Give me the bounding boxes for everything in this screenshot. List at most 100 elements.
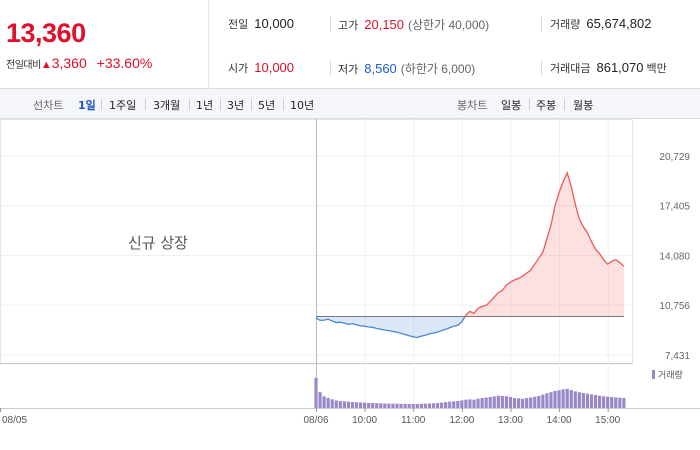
series-line-up <box>464 171 625 317</box>
new-listing-notice: 신규 상장 <box>128 234 188 252</box>
volume-bar <box>367 403 371 408</box>
volume-bar <box>541 394 545 408</box>
up-area <box>464 172 624 317</box>
volume-legend-swatch <box>652 370 655 379</box>
tab-5y[interactable]: 5년 <box>258 99 276 112</box>
volume-bar <box>452 401 456 408</box>
quote-summary: 13,360 전일대비▲3,360 +33.60% 전일 10,000 시가 10,… <box>0 0 700 89</box>
volume-bar <box>472 399 476 408</box>
tab-10y[interactable]: 10년 <box>290 99 315 112</box>
volume-value: 65,674,802 <box>586 16 652 31</box>
volume-bar <box>330 399 334 408</box>
amount-label: 거래대금 <box>550 62 591 75</box>
volume-bar <box>427 403 432 408</box>
divider <box>330 61 331 75</box>
price-box: 13,360 전일대비▲3,360 +33.60% <box>0 0 209 89</box>
divider <box>529 99 530 110</box>
x-tick-label: 13:00 <box>498 415 523 426</box>
volume-bar <box>363 402 367 408</box>
volume-bar <box>468 399 472 408</box>
change-percent: +33.60% <box>96 55 153 71</box>
volume-bar <box>577 392 581 408</box>
y-tick-label: 10,756 <box>659 301 690 312</box>
volume-bar <box>435 403 440 408</box>
divider <box>541 61 542 75</box>
volume-bar <box>597 395 602 408</box>
volume-bar <box>525 398 529 408</box>
open-value: 10,000 <box>254 60 295 75</box>
volume-bar <box>419 403 423 408</box>
volume-bar <box>387 403 391 408</box>
high-price: 고가 20,150 (상한가 40,000) <box>338 16 489 33</box>
change-row: 전일대비▲3,360 +33.60% <box>6 55 152 71</box>
series-line-down <box>315 316 466 339</box>
upper-limit: (상한가 40,000) <box>408 18 490 32</box>
volume-bar <box>326 398 330 408</box>
y-tick-label: 7,431 <box>665 351 690 362</box>
high-value: 20,150 <box>364 17 405 32</box>
volume-bar <box>622 398 626 408</box>
volume-bar <box>314 378 318 408</box>
divider <box>189 99 190 110</box>
volume-bar <box>338 401 342 408</box>
volume-bar <box>403 403 407 408</box>
volume-bar <box>504 396 509 408</box>
volume-bar <box>371 403 375 408</box>
volume-bar <box>492 396 496 408</box>
volume-bar <box>618 397 622 408</box>
volume-bar <box>399 403 403 408</box>
tab-1d[interactable]: 1일 <box>78 99 96 112</box>
x-tick-label: 11:00 <box>401 415 426 426</box>
open-price: 시가 10,000 <box>228 60 294 76</box>
volume-bar <box>456 401 460 408</box>
volume-bar <box>585 393 590 408</box>
x-tick-label: 14:00 <box>547 415 572 426</box>
volume-bar <box>334 400 338 408</box>
tab-3m[interactable]: 3개월 <box>153 99 181 112</box>
volume-bar <box>521 398 525 408</box>
prev-close-value: 10,000 <box>254 16 295 31</box>
volume-bar <box>439 402 444 408</box>
candle-chart-label: 봉차트 <box>457 99 488 112</box>
change-value: 3,360 <box>51 55 87 71</box>
low-price: 저가 8,560 (하한가 6,000) <box>338 60 475 77</box>
volume-bar <box>342 401 346 408</box>
tab-3y[interactable]: 3년 <box>227 99 245 112</box>
tab-daily[interactable]: 일봉 <box>501 99 522 112</box>
tab-1w[interactable]: 1주일 <box>109 99 137 112</box>
current-price: 13,360 <box>6 18 86 48</box>
volume-bar <box>533 396 537 408</box>
prev-close-label: 전일 <box>228 18 249 31</box>
volume-bar <box>516 398 521 408</box>
volume-legend-label: 거래량 <box>658 369 683 381</box>
volume-bar <box>593 395 598 408</box>
volume-bar <box>602 396 606 408</box>
amount-value: 861,070 <box>596 60 644 75</box>
volume-bars <box>314 378 626 408</box>
volume-bar <box>444 402 448 408</box>
period-bar: 선차트 1일 1주일 3개월 1년 3년 5년 10년 봉차트 일봉 주봉 월봉 <box>0 89 700 119</box>
x-tick-label: 10:00 <box>352 415 377 426</box>
tab-1y[interactable]: 1년 <box>196 99 214 112</box>
tab-monthly[interactable]: 월봉 <box>573 99 594 112</box>
low-value: 8,560 <box>364 61 397 76</box>
y-tick-label: 14,080 <box>659 252 690 263</box>
volume-bar <box>391 403 395 408</box>
volume-bar <box>500 396 504 408</box>
volume-bar <box>488 397 492 408</box>
volume-bar <box>557 390 561 408</box>
tab-weekly[interactable]: 주봉 <box>536 99 557 112</box>
volume-bar <box>529 397 533 408</box>
down-area <box>316 316 465 338</box>
volume-bar <box>480 398 484 408</box>
trade-amount: 거래대금 861,070 백만 <box>550 60 673 76</box>
divider <box>101 99 102 110</box>
volume-bar <box>415 404 419 408</box>
x-tick-label: 08/06 <box>303 415 328 426</box>
volume-bar <box>354 402 359 408</box>
volume-bar <box>561 389 565 408</box>
amount-unit: 백만 <box>646 62 667 75</box>
volume-bar <box>545 393 549 408</box>
y-tick-label: 20,729 <box>659 152 690 163</box>
volume-bar <box>484 397 488 408</box>
